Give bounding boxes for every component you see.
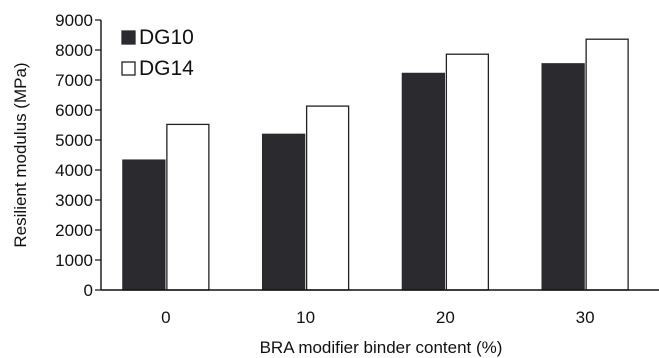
x-tick-label: 10 — [296, 308, 315, 327]
bar-dg10-30 — [541, 63, 585, 291]
y-tick-label: 7000 — [55, 71, 93, 90]
bar-dg14-20 — [445, 53, 490, 291]
legend: DG10 DG14 — [121, 26, 194, 80]
bar-dg10-10 — [261, 133, 306, 291]
x-tick-label: 30 — [576, 308, 595, 327]
y-tick-label: 5000 — [55, 131, 93, 150]
bar-dg14-0 — [166, 123, 210, 291]
legend-label-dg14: DG14 — [139, 57, 194, 80]
x-axis-ticks: 0 10 20 30 — [161, 308, 594, 327]
y-axis-ticks: 0 1000 2000 3000 4000 5000 6000 7000 8000 9000 — [55, 11, 101, 300]
x-tick-label: 0 — [161, 308, 170, 327]
y-tick-label: 9000 — [55, 11, 93, 30]
y-axis-title: Resilient modulus (MPa) — [11, 62, 30, 247]
y-tick-label: 3000 — [55, 191, 93, 210]
legend-swatch-dg10 — [121, 30, 136, 45]
legend-label-dg10: DG10 — [139, 26, 194, 49]
y-tick-label: 0 — [84, 281, 93, 300]
bar-dg14-10 — [305, 105, 350, 291]
bars — [122, 38, 629, 291]
legend-swatch-dg14 — [121, 61, 136, 76]
y-tick-label: 6000 — [55, 101, 93, 120]
y-tick-label: 2000 — [55, 221, 93, 240]
x-tick-label: 20 — [436, 308, 455, 327]
bar-dg14-30 — [585, 38, 629, 291]
y-tick-label: 8000 — [55, 41, 93, 60]
y-tick-label: 1000 — [55, 251, 93, 270]
x-axis-title: BRA modifier binder content (%) — [260, 338, 503, 357]
bar-dg10-20 — [401, 72, 446, 291]
y-tick-label: 4000 — [55, 161, 93, 180]
bar-dg10-0 — [122, 159, 166, 291]
